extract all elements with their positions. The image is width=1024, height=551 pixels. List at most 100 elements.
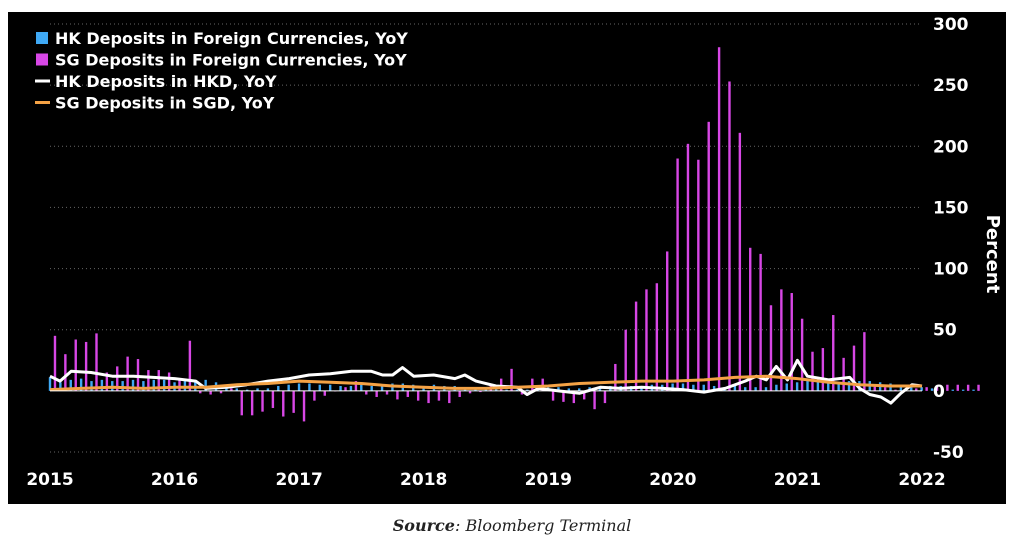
axes: 300 250 200 150 100 50 0 -50 2015 2016 2017 2018 201… (26, 15, 968, 490)
x-tick-label: 2018 (400, 470, 447, 490)
y-axis-label: Percent (982, 215, 1003, 294)
bar (64, 354, 67, 391)
bar (277, 385, 280, 391)
bar (95, 333, 98, 391)
bar (69, 379, 72, 391)
bar (308, 383, 311, 391)
bar (323, 390, 326, 396)
bar (339, 385, 342, 391)
bar (302, 390, 306, 422)
bar (360, 384, 363, 391)
bar (847, 381, 851, 391)
legend-label: SG Deposits in Foreign Currencies, YoY (55, 51, 407, 70)
source-note: Source: Bloomberg Terminal (0, 516, 1024, 535)
bar (121, 381, 124, 391)
bar (598, 387, 602, 391)
bar (728, 81, 731, 391)
bar (313, 390, 316, 401)
legend-swatch (35, 79, 50, 83)
bar (344, 387, 347, 391)
bar (427, 390, 430, 404)
legend-label: HK Deposits in HKD, YoY (55, 72, 277, 91)
bar (266, 388, 270, 391)
bar (614, 363, 617, 391)
legend-swatch (35, 101, 50, 104)
bar (479, 390, 482, 393)
bar (775, 384, 778, 391)
bar (593, 390, 596, 410)
bar (827, 379, 830, 391)
bar (380, 384, 384, 391)
bar (365, 390, 368, 395)
bar (209, 390, 212, 395)
source-text: : Bloomberg Terminal (454, 516, 632, 535)
x-tick-label: 2016 (151, 470, 198, 490)
bar (204, 379, 207, 391)
chart-panel: 300 250 200 150 100 50 0 -50 2015 2016 2017 2018 201… (8, 12, 1006, 504)
bar (126, 356, 129, 391)
bar (702, 384, 705, 391)
bar (282, 390, 285, 417)
bar (790, 293, 793, 391)
bar (806, 381, 809, 391)
bar (526, 389, 529, 391)
bar (562, 390, 565, 402)
bar (712, 385, 716, 391)
bar (567, 388, 571, 391)
y-tick-label: -50 (933, 443, 964, 463)
bar (136, 359, 140, 391)
bar (634, 301, 638, 391)
bar (666, 251, 669, 391)
bar (318, 384, 321, 391)
grid (50, 23, 922, 453)
bar (271, 390, 275, 408)
bar (416, 390, 420, 401)
bar (873, 384, 876, 391)
bar (328, 384, 332, 391)
bar (925, 387, 928, 391)
bar (495, 388, 498, 391)
bar (578, 388, 581, 391)
bar (531, 378, 534, 391)
bar (142, 381, 145, 391)
deposits-yoy-chart: 300 250 200 150 100 50 0 -50 2015 2016 2017 2018 201… (26, 15, 1003, 490)
bar (84, 341, 88, 391)
bar (764, 387, 768, 391)
bar (385, 390, 389, 395)
bar (894, 389, 897, 391)
bar (624, 329, 627, 391)
bar (515, 389, 519, 391)
x-tick-label: 2020 (649, 470, 696, 490)
bar (676, 158, 679, 391)
bar (468, 390, 472, 394)
bar (946, 384, 949, 391)
bar (551, 390, 555, 401)
bar (375, 390, 378, 397)
bar (852, 345, 856, 391)
bar (800, 318, 804, 391)
bar (292, 390, 295, 413)
y-tick-label: 0 (933, 382, 945, 402)
bar (655, 283, 659, 391)
series-line (49, 374, 922, 392)
bar (780, 289, 783, 391)
legend-swatch (36, 32, 48, 44)
bar (225, 387, 228, 391)
bar (749, 247, 752, 391)
bar (116, 366, 119, 391)
bar (437, 390, 441, 401)
y-tick-label: 50 (933, 321, 957, 341)
bar (297, 383, 301, 391)
bar (147, 370, 150, 391)
bar (733, 385, 737, 391)
bar (603, 390, 607, 404)
legend-swatch (36, 53, 48, 66)
bar (230, 388, 233, 391)
bar (811, 351, 814, 391)
bar (152, 379, 155, 391)
bar (53, 335, 57, 391)
bar (972, 389, 975, 391)
line-series (49, 358, 923, 405)
bar (48, 377, 52, 391)
bar (910, 385, 913, 391)
